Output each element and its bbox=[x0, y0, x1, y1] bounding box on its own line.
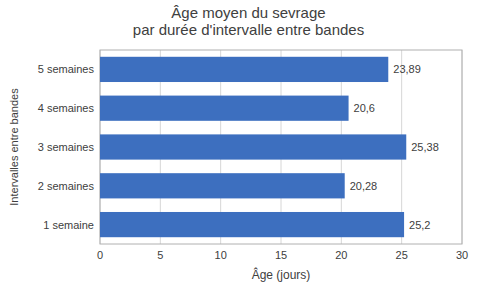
data-label: 23,89 bbox=[393, 63, 421, 75]
data-label: 20,6 bbox=[354, 102, 375, 114]
bar bbox=[100, 134, 406, 159]
x-tick-label: 0 bbox=[97, 249, 103, 261]
data-labels: 25,2 20,28 25,38 20,6 23,89 bbox=[350, 63, 439, 230]
x-tick-label: 20 bbox=[335, 249, 347, 261]
data-label: 20,28 bbox=[350, 180, 378, 192]
bar bbox=[100, 173, 345, 198]
title: Âge moyen du sevragepar durée d'interval… bbox=[133, 4, 364, 38]
bar bbox=[100, 96, 349, 121]
chart: Âge moyen du sevragepar durée d'interval… bbox=[0, 0, 497, 287]
x-axis-label: Âge (jours) bbox=[252, 267, 311, 282]
x-tick-label: 25 bbox=[396, 249, 408, 261]
grid bbox=[100, 50, 462, 244]
chart-container: Âge moyen du sevragepar durée d'interval… bbox=[0, 0, 497, 287]
data-label: 25,2 bbox=[409, 219, 430, 231]
bars bbox=[100, 57, 406, 237]
title-line: par durée d'intervalle entre bandes bbox=[133, 21, 364, 38]
y-tick-label: 5 semaines bbox=[38, 63, 95, 75]
y-tick-label: 3 semaines bbox=[38, 141, 95, 153]
data-label: 25,38 bbox=[411, 141, 439, 153]
plot-frame bbox=[100, 50, 462, 244]
x-tick-label: 5 bbox=[157, 249, 163, 261]
x-tick-label: 15 bbox=[275, 249, 287, 261]
title-line: Âge moyen du sevrage bbox=[171, 4, 325, 21]
y-tick-label: 2 semaines bbox=[38, 180, 95, 192]
y-ticks: 1 semaine 2 semaines 3 semaines 4 semaines 5… bbox=[38, 63, 95, 230]
y-tick-label: 1 semaine bbox=[43, 219, 94, 231]
x-ticks: 0 5 10 15 20 25 30 bbox=[97, 249, 468, 261]
x-tick-label: 30 bbox=[456, 249, 468, 261]
bar bbox=[100, 212, 404, 237]
bar bbox=[100, 57, 388, 82]
y-axis-label: Intervalles entre bandes bbox=[8, 88, 20, 206]
x-tick-label: 10 bbox=[215, 249, 227, 261]
y-tick-label: 4 semaines bbox=[38, 102, 95, 114]
